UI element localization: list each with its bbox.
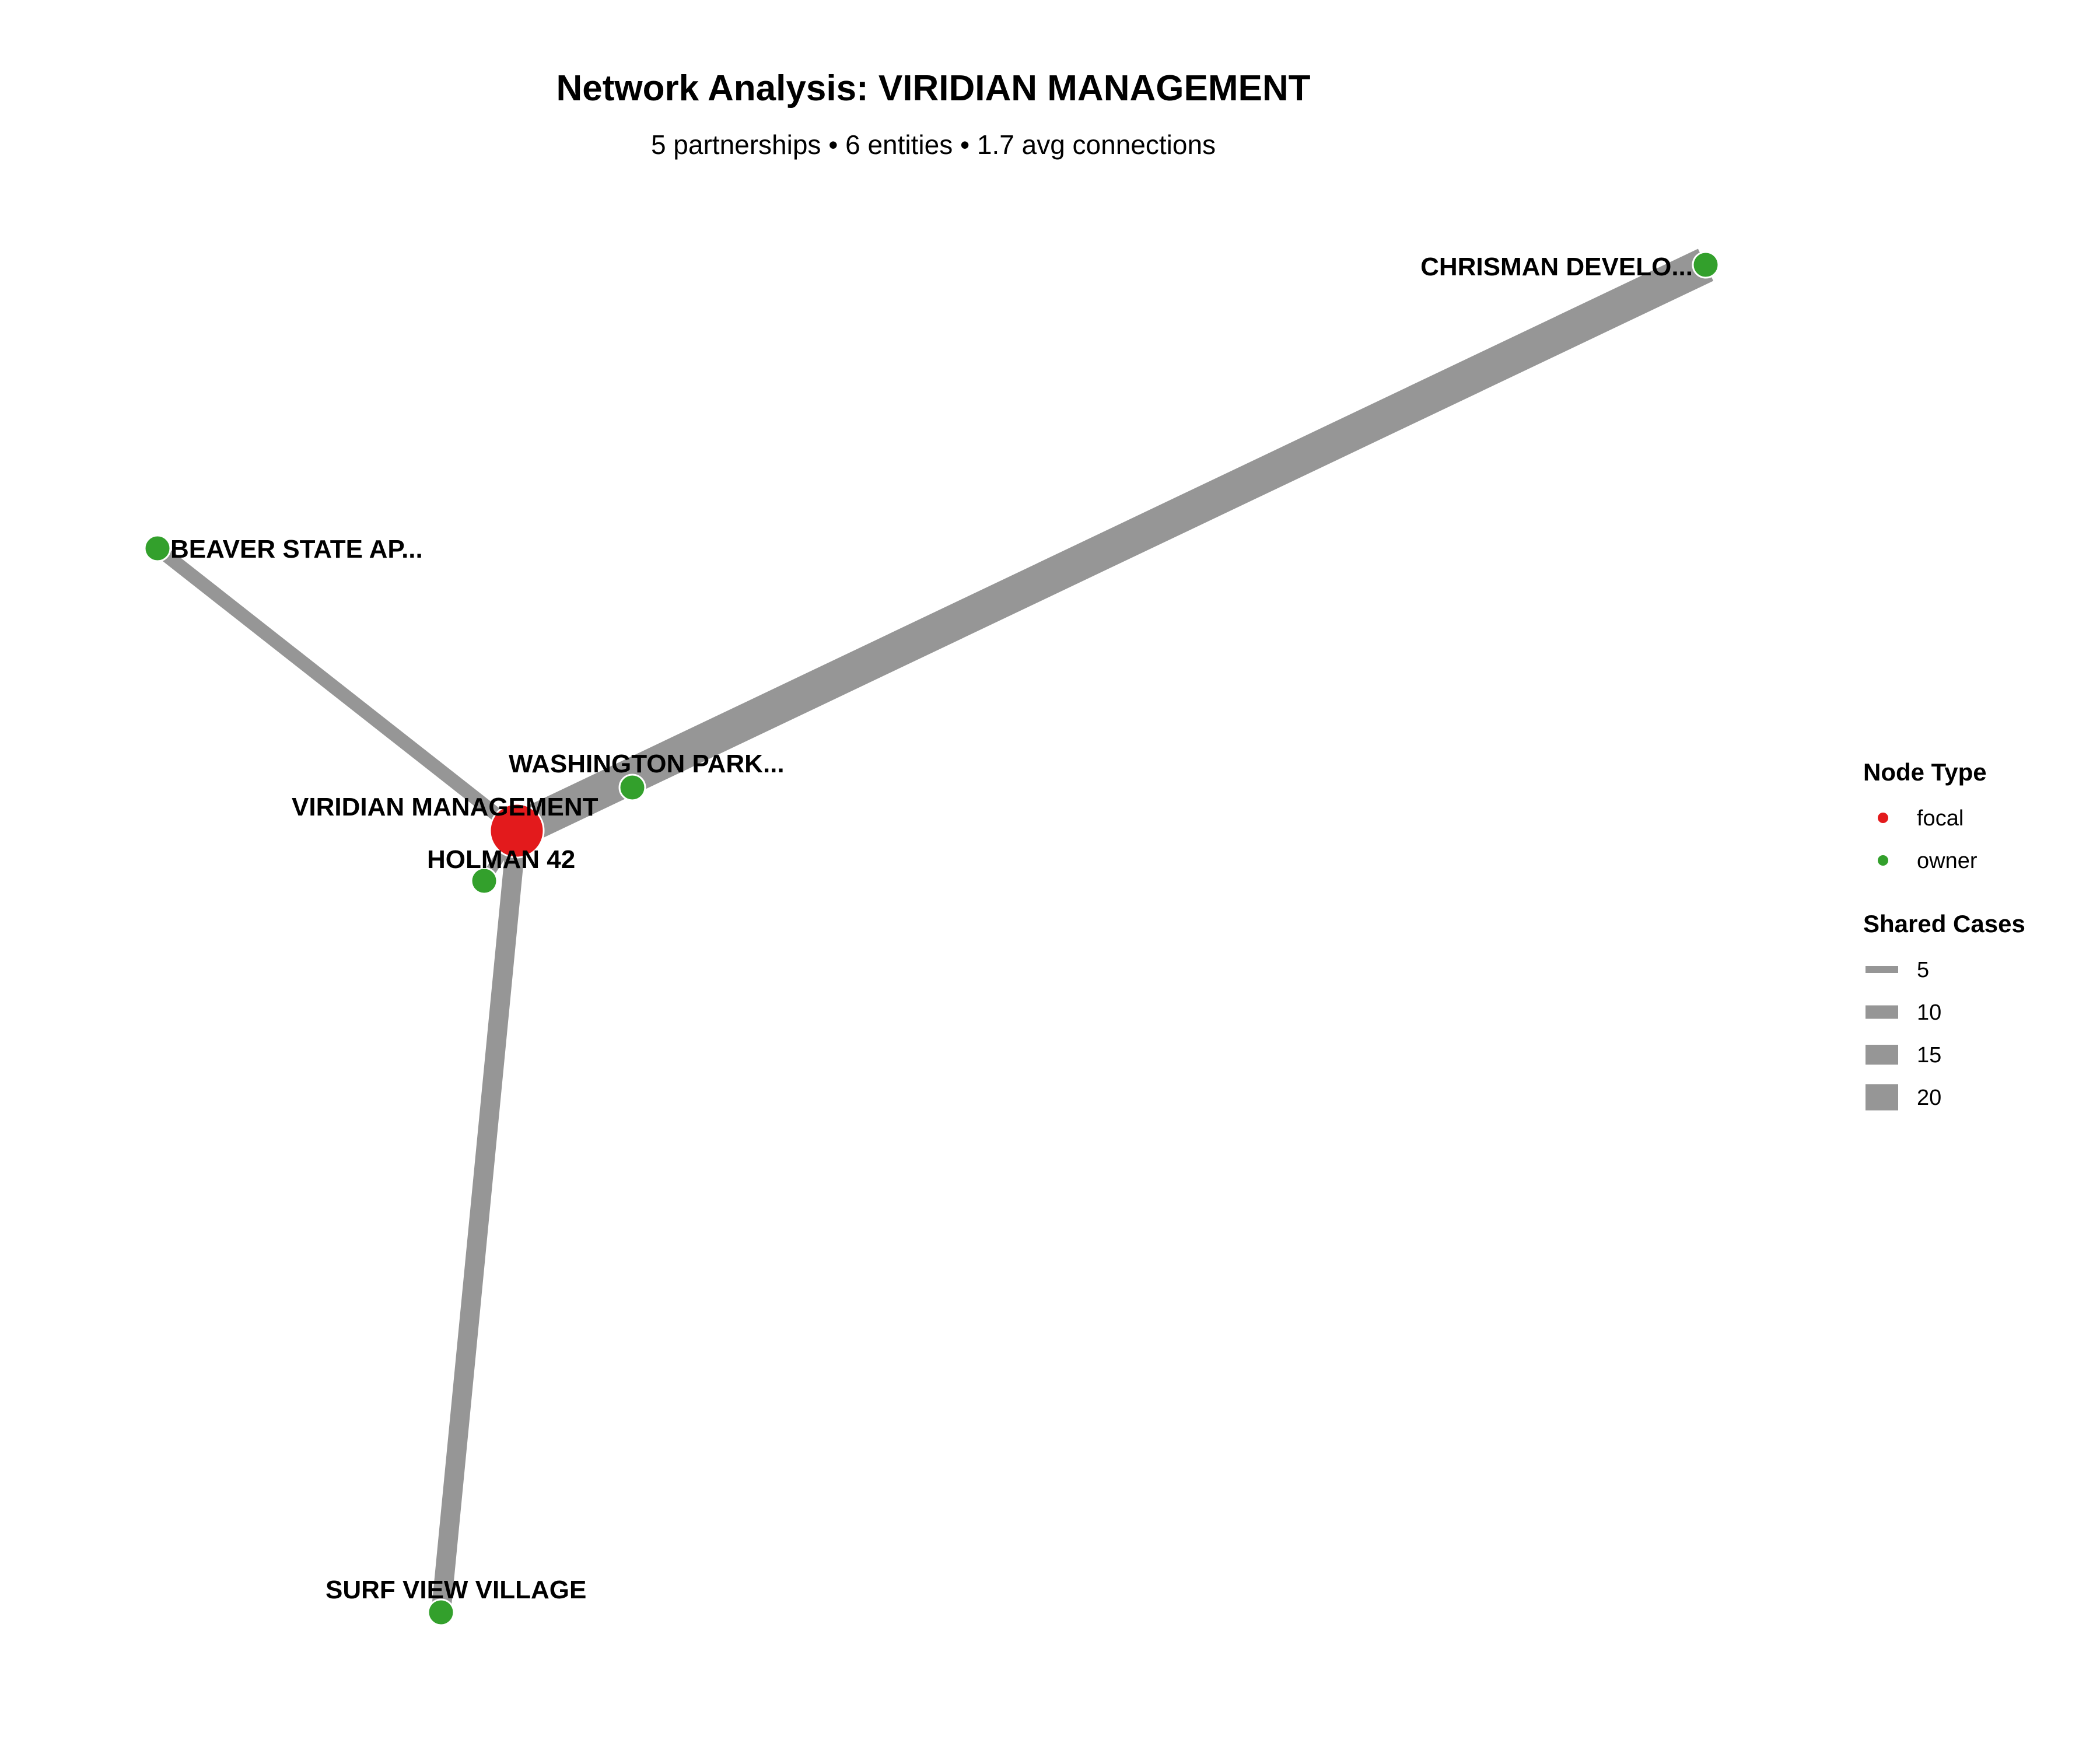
- legend-width-5: [1866, 966, 1898, 973]
- node-washington[interactable]: [618, 774, 646, 802]
- node-label-surfview: SURF VIEW VILLAGE: [326, 1576, 586, 1604]
- legend-node-type-title: Node Type: [1863, 758, 1987, 786]
- node-surfview[interactable]: [427, 1598, 455, 1626]
- edge-viridian-surfview: [431, 830, 527, 1614]
- legend-dot-focal: [1878, 813, 1888, 823]
- edge-viridian-chrisman: [509, 249, 1714, 847]
- legend-width-10: [1866, 1005, 1898, 1019]
- nodes-layer: [144, 251, 1720, 1626]
- node-label-viridian: VIRIDIAN MANAGEMENT: [292, 793, 598, 821]
- legend: Node Type focal owner Shared Cases 5 10 15 2…: [1863, 758, 2025, 1111]
- edge-viridian-beaver: [153, 542, 522, 836]
- legend-shared-cases-title: Shared Cases: [1863, 910, 2025, 937]
- node-labels-layer: VIRIDIAN MANAGEMENT CHRISMAN DEVELO... BEA…: [170, 253, 1693, 1604]
- legend-width-label-10: 10: [1917, 1000, 1941, 1025]
- legend-width-label-15: 15: [1917, 1043, 1941, 1068]
- node-beaver[interactable]: [144, 534, 172, 562]
- legend-width-label-5: 5: [1917, 958, 1929, 982]
- node-viridian[interactable]: [489, 803, 545, 859]
- legend-width-label-20: 20: [1917, 1086, 1941, 1110]
- legend-width-15: [1866, 1045, 1898, 1065]
- legend-label-focal: focal: [1917, 806, 1964, 831]
- legend-dot-owner: [1878, 855, 1888, 866]
- legend-shared-cases-items: 5 10 15 20: [1866, 958, 1941, 1111]
- node-label-beaver: BEAVER STATE AP...: [170, 535, 423, 564]
- node-holman[interactable]: [470, 867, 498, 895]
- node-label-holman: HOLMAN 42: [427, 845, 575, 874]
- chart-subtitle: 5 partnerships • 6 entities • 1.7 avg co…: [651, 130, 1216, 160]
- node-label-washington: WASHINGTON PARK...: [509, 750, 785, 778]
- chart-title: Network Analysis: VIRIDIAN MANAGEMENT: [556, 68, 1311, 108]
- legend-label-owner: owner: [1917, 849, 1978, 873]
- legend-node-type-items: focal owner: [1878, 806, 1978, 873]
- node-chrisman[interactable]: [1692, 251, 1720, 279]
- node-label-chrisman: CHRISMAN DEVELO...: [1420, 253, 1693, 281]
- legend-width-20: [1866, 1084, 1898, 1111]
